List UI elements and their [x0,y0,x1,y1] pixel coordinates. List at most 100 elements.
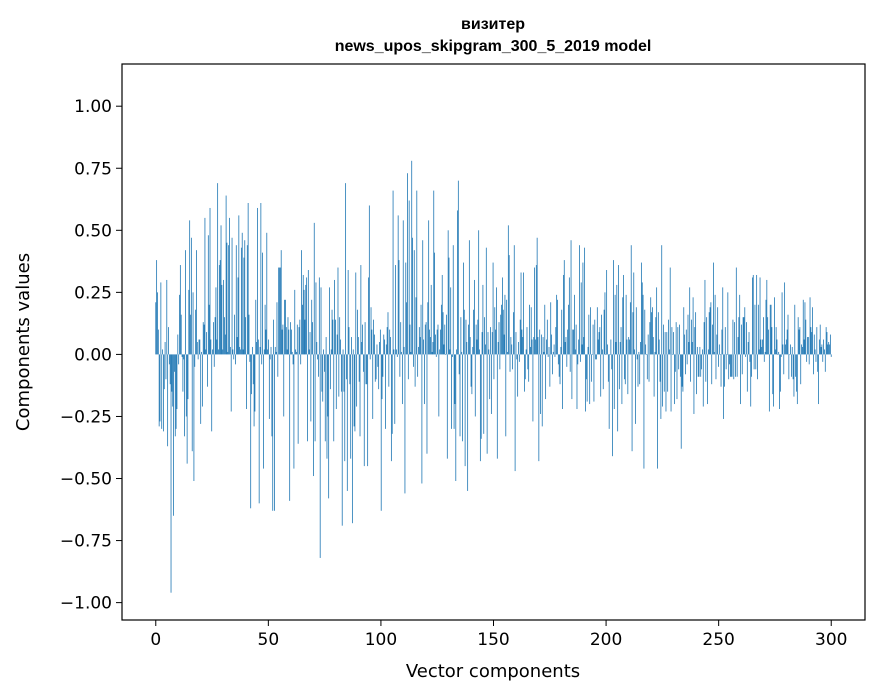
bar [563,274,564,355]
bar [279,267,281,355]
bar [270,346,272,355]
bar [759,277,761,355]
bar [602,349,603,355]
bar [410,351,412,355]
bar [732,319,734,355]
bar [812,307,813,355]
y-tick-label: 0.00 [74,345,112,365]
y-tick-label: 0.50 [74,221,112,241]
bar [250,354,252,509]
bar [622,297,624,355]
bar [724,354,725,387]
bar [442,312,444,355]
bar [329,354,331,390]
bar [516,354,518,360]
bar [681,354,683,387]
bar [174,354,175,372]
bar [214,317,216,355]
bar [600,354,602,397]
bar [555,327,557,355]
bar [552,351,554,355]
bar [467,354,469,491]
bar [800,354,802,385]
bar [480,354,482,439]
bar [218,265,220,355]
bar [779,354,781,392]
bar [802,346,803,355]
bar [723,354,724,419]
bar [780,354,782,357]
bar [658,339,660,355]
bar [235,354,236,365]
bar [412,237,413,355]
bar [606,270,608,355]
bar [367,354,369,467]
bar [429,337,431,355]
bar [401,354,403,405]
bar [379,329,381,355]
bar [785,339,787,355]
bar [327,354,329,417]
bar [716,334,718,355]
bar [423,339,424,355]
bar [719,354,721,356]
bar [699,346,701,355]
bar [636,354,638,360]
bar [598,332,600,355]
bar [718,344,720,355]
bar [463,262,464,355]
bar [736,354,738,377]
bar [574,294,575,355]
bar [791,346,793,355]
bar [320,287,322,355]
bar [804,302,806,355]
bar [761,346,763,355]
bar [496,354,498,459]
bars-group [155,160,832,593]
bar [820,346,822,355]
bar [752,277,753,355]
bar [274,346,276,355]
bar [225,195,227,355]
bar [479,349,480,355]
bar [771,327,773,355]
bar [313,354,314,477]
bar [802,299,804,355]
bar [829,334,831,355]
bar [707,354,708,405]
bar [255,299,257,355]
bar [829,344,830,355]
bar [157,292,158,355]
bar [383,334,385,355]
bar [329,287,330,355]
bar [577,354,579,365]
bar [500,314,502,355]
bar [386,327,388,355]
bar [754,304,756,355]
bar [373,319,374,355]
bar [293,354,295,469]
bar [484,317,485,355]
bar [520,272,522,355]
bar [491,332,493,355]
bar [234,314,235,355]
bar [684,334,686,355]
bar [686,354,688,365]
bar [608,354,610,429]
bar [451,354,452,429]
bar [261,354,263,365]
bar [685,329,687,355]
bar [173,354,174,516]
bar [540,334,542,355]
bar [437,324,439,355]
bar [435,354,437,357]
bar [715,354,717,380]
bar [345,183,347,355]
bar [494,307,496,355]
bar [652,337,654,355]
bar [538,354,540,462]
bar [317,354,319,360]
bar [175,354,177,429]
bar [509,354,511,372]
bar [529,304,530,355]
